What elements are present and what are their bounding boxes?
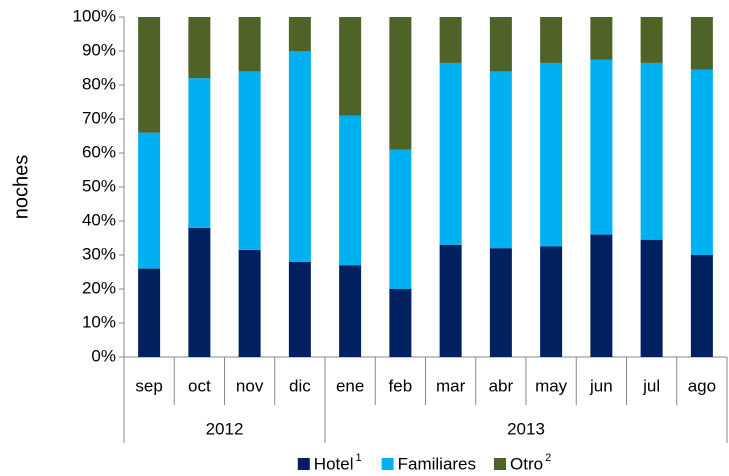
x-tick-label: abr <box>489 376 514 395</box>
bar-segment <box>590 59 613 235</box>
y-tick-label: 70% <box>82 108 116 127</box>
bar-segment <box>640 239 663 357</box>
bar-segment <box>640 62 663 240</box>
bar-segment <box>540 246 563 357</box>
x-tick-label: may <box>535 376 568 395</box>
bar-segment <box>640 17 663 63</box>
legend-label: Otro <box>510 454 543 473</box>
group-label: 2012 <box>206 419 244 438</box>
y-tick-label: 40% <box>82 210 116 229</box>
bar-segment <box>690 17 713 70</box>
bar-segment <box>339 265 362 357</box>
y-tick-label: 90% <box>82 40 116 59</box>
x-tick-label: nov <box>236 376 264 395</box>
bar-segment <box>690 69 713 255</box>
y-tick-label: 100% <box>73 6 116 25</box>
bar-segment <box>339 17 362 116</box>
x-tick-label: sep <box>135 376 162 395</box>
x-tick-label: jul <box>642 376 660 395</box>
bar-segment <box>690 255 713 357</box>
legend-item: Otro 2 <box>494 452 551 473</box>
x-tick-label: feb <box>389 376 413 395</box>
bar-segment <box>138 268 161 357</box>
bar-segment <box>188 227 211 357</box>
bar-segment <box>439 244 462 357</box>
y-tick-label: 0% <box>91 346 116 365</box>
legend-item: Hotel 1 <box>297 452 362 473</box>
bar-segment <box>389 149 412 289</box>
bar-segment <box>489 71 512 249</box>
bar-segment <box>339 115 362 266</box>
legend-swatch <box>297 458 310 470</box>
y-tick-label: 60% <box>82 142 116 161</box>
bar-segment <box>439 62 462 245</box>
bar-segment <box>540 62 563 247</box>
group-label: 2013 <box>507 419 545 438</box>
bar-segment <box>288 17 311 51</box>
y-axis-label: noches <box>10 155 32 220</box>
x-tick-label: ene <box>336 376 364 395</box>
bar-segment <box>389 17 412 150</box>
x-tick-label: mar <box>436 376 466 395</box>
y-tick-label: 80% <box>82 74 116 93</box>
bar-segment <box>138 132 161 269</box>
legend-swatch <box>494 458 507 470</box>
legend-footnote: 2 <box>545 452 551 464</box>
x-tick-label: ago <box>688 376 716 395</box>
bar-segment <box>238 249 261 357</box>
legend: Hotel 1 Familiares Otro 2 <box>297 452 551 473</box>
bar-segment <box>540 17 563 63</box>
y-tick-label: 50% <box>82 176 116 195</box>
legend-footnote: 1 <box>355 452 361 464</box>
bar-segment <box>590 17 613 60</box>
bar-segment <box>389 289 412 357</box>
bar-segment <box>489 248 512 357</box>
legend-label: Hotel <box>314 454 354 473</box>
bar-segment <box>489 17 512 72</box>
legend-swatch <box>381 458 394 470</box>
x-tick-label: jun <box>589 376 613 395</box>
y-tick-label: 30% <box>82 244 116 263</box>
bar-segment <box>238 17 261 72</box>
bar-segment <box>590 234 613 357</box>
y-tick-label: 20% <box>82 278 116 297</box>
bar-segment <box>439 17 462 63</box>
y-tick-label: 10% <box>82 312 116 331</box>
bar-segment <box>288 261 311 357</box>
bar-segment <box>188 78 211 228</box>
x-tick-label: dic <box>289 376 311 395</box>
bar-segment <box>138 17 161 133</box>
bar-segment <box>288 51 311 262</box>
legend-label: Familiares <box>398 454 476 473</box>
bar-segment <box>188 17 211 79</box>
bar-segment <box>238 71 261 250</box>
x-tick-label: oct <box>188 376 211 395</box>
legend-item: Familiares <box>381 454 476 473</box>
